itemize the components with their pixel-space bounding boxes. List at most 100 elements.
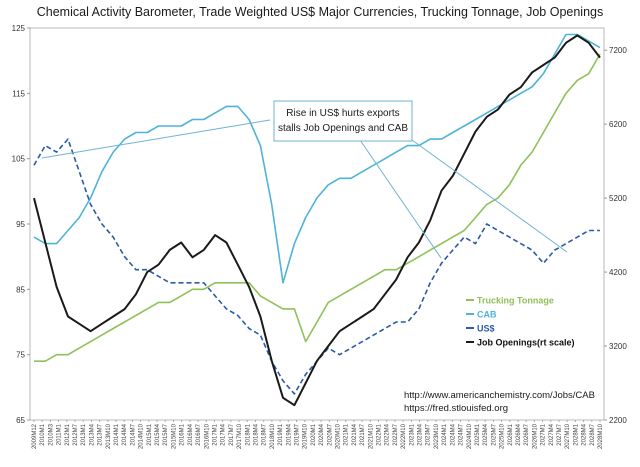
- x-tick-label: 2017M4: [221, 423, 227, 445]
- x-tick-label: 2026M7: [524, 423, 530, 445]
- x-tick-label: 2028M4: [582, 423, 588, 445]
- x-tick-label: 2017M10: [237, 423, 243, 449]
- x-tick-label: 2023M4: [418, 423, 424, 445]
- x-tick-label: 2012M7: [73, 423, 79, 445]
- annotation-line-2: stalls Job Openings and CAB: [278, 123, 408, 134]
- x-tick-label: 2020M7: [327, 423, 333, 445]
- x-tick-label: 2013M10: [106, 423, 112, 449]
- x-tick-label: 2016M10: [204, 423, 210, 449]
- x-tick-label: 2024M7: [459, 423, 465, 445]
- x-tick-label: 2025M10: [500, 423, 506, 449]
- right-tick-label: 3200: [609, 342, 627, 351]
- x-tick-label: 2016M4: [188, 423, 194, 445]
- x-tick-label: 2021M7: [360, 423, 366, 445]
- x-tick-label: 2027M7: [557, 423, 563, 445]
- right-tick-label: 7200: [609, 46, 627, 55]
- x-tick-label: 2013M1: [81, 423, 87, 445]
- x-tick-label: 2021M1: [344, 423, 350, 445]
- x-tick-label: 2021M10: [368, 423, 374, 449]
- x-tick-label: 2014M1: [114, 423, 120, 445]
- x-tick-label: 2014M10: [139, 423, 145, 449]
- x-tick-label: 2019M1: [278, 423, 284, 445]
- source-notes: http://www.americanchemistry.com/Jobs/CA…: [404, 390, 595, 414]
- x-tick-label: 2025M4: [483, 423, 489, 445]
- x-tick-label: 2011M1: [57, 423, 63, 445]
- x-tick-label: 2023M7: [426, 423, 432, 445]
- right-tick-label: 4200: [609, 268, 627, 277]
- x-tick-label: 2016M7: [196, 423, 202, 445]
- annotation: Rise in US$ hurts exports stalls Job Ope…: [41, 100, 568, 259]
- legend: Trucking Tonnage CAB US$ Job Openings(rt sc…: [466, 296, 575, 348]
- x-tick-label: 2015M4: [155, 423, 161, 445]
- x-tick-label: 2028M7: [590, 423, 596, 445]
- x-tick-label: 2023M10: [434, 423, 440, 449]
- x-axis: 2009M12 2010M1 2010M3 2011M1 2012M1 2012M7 201…: [32, 420, 604, 449]
- right-tick-label: 5200: [609, 194, 627, 203]
- x-tick-label: 2021M4: [352, 423, 358, 445]
- left-tick-label: 85: [16, 285, 25, 294]
- chart-title: Chemical Activity Barometer, Trade Weigh…: [37, 5, 603, 19]
- x-tick-label: 2016M1: [180, 423, 186, 445]
- legend-label: CAB: [477, 310, 497, 320]
- x-tick-label: 2015M7: [163, 423, 169, 445]
- annotation-arrow-usd: [41, 119, 271, 159]
- x-tick-label: 2014M7: [130, 423, 136, 445]
- x-tick-label: 2019M4: [286, 423, 292, 445]
- left-tick-label: 65: [16, 416, 25, 425]
- annotation-arrow-cab: [411, 139, 568, 253]
- x-tick-label: 2028M10: [598, 423, 604, 449]
- x-tick-label: 2024M10: [467, 423, 473, 449]
- x-tick-label: 2027M1: [541, 423, 547, 445]
- x-tick-label: 2019M7: [294, 423, 300, 445]
- series-line-job-openings-rt-scale: [33, 34, 601, 407]
- annotation-box: [273, 100, 413, 142]
- legend-label: Job Openings(rt scale): [477, 338, 575, 348]
- x-tick-label: 2010M1: [40, 423, 46, 445]
- x-tick-label: 2018M4: [253, 423, 259, 445]
- x-tick-label: 2022M10: [401, 423, 407, 449]
- series-layer: [33, 33, 601, 407]
- source-line-1: http://www.americanchemistry.com/Jobs/CA…: [404, 390, 595, 401]
- annotation-line-1: Rise in US$ hurts exports: [286, 108, 399, 119]
- x-tick-label: 2010M3: [48, 423, 54, 445]
- x-tick-label: 2026M4: [516, 423, 522, 445]
- left-tick-label: 95: [16, 220, 25, 229]
- x-tick-label: 2009M12: [32, 423, 38, 449]
- x-tick-label: 2024M4: [450, 423, 456, 445]
- left-tick-label: 75: [16, 351, 25, 360]
- x-tick-label: 2012M1: [65, 423, 71, 445]
- right-tick-label: 2200: [609, 416, 627, 425]
- x-tick-label: 2013M4: [89, 423, 95, 445]
- x-tick-label: 2014M4: [122, 423, 128, 445]
- x-tick-label: 2025M1: [475, 423, 481, 445]
- x-tick-label: 2018M10: [270, 423, 276, 449]
- right-tick-label: 6200: [609, 120, 627, 129]
- annotation-arrow-jobs: [359, 139, 442, 259]
- source-line-2: https://fred.stlouisfed.org: [404, 403, 508, 414]
- x-tick-label: 2018M1: [245, 423, 251, 445]
- x-tick-label: 2019M10: [303, 423, 309, 449]
- x-tick-label: 2015M10: [171, 423, 177, 449]
- series-line-cab: [33, 33, 601, 284]
- legend-label: Trucking Tonnage: [477, 296, 554, 306]
- legend-label: US$: [477, 324, 495, 334]
- x-tick-label: 2018M7: [262, 423, 268, 445]
- x-tick-label: 2020M4: [319, 423, 325, 445]
- x-tick-label: 2026M10: [532, 423, 538, 449]
- series-line-trucking-tonnage: [34, 53, 601, 363]
- left-tick-label: 125: [12, 24, 26, 33]
- x-tick-label: 2026M1: [508, 423, 514, 445]
- x-tick-label: 2022M4: [385, 423, 391, 445]
- x-tick-label: 2024M1: [442, 423, 448, 445]
- x-tick-label: 2022M7: [393, 423, 399, 445]
- left-tick-label: 105: [12, 155, 26, 164]
- left-axis: 65 75 85 95 105 115 125: [12, 24, 30, 425]
- x-tick-label: 2027M4: [549, 423, 555, 445]
- x-tick-label: 2023M1: [409, 423, 415, 445]
- x-tick-label: 2022M1: [377, 423, 383, 445]
- x-tick-label: 2013M7: [98, 423, 104, 445]
- x-tick-label: 2027M10: [565, 423, 571, 449]
- x-tick-label: 2015M1: [147, 423, 153, 445]
